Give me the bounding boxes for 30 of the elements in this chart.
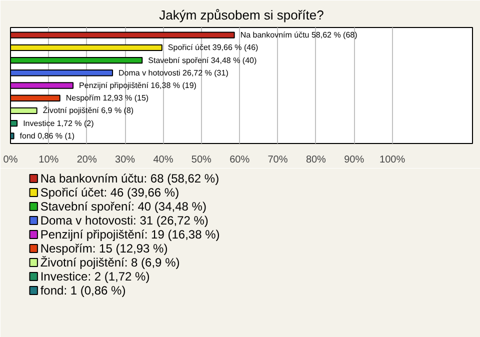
legend-label: Na bankovním účtu: 68 (58,62 %) <box>40 172 220 186</box>
legend-label: Doma v hotovosti: 31 (26,72 %) <box>40 214 208 228</box>
x-tick-label: 20% <box>76 154 97 166</box>
data-label: Na bankovním účtu 58,62 % (68) <box>240 30 358 40</box>
x-tick-label: 90% <box>344 154 364 166</box>
legend-label: Životní pojištění: 8 (6,9 %) <box>40 256 180 270</box>
x-tick-label: 70% <box>268 154 288 166</box>
data-label: Doma v hotovosti 26,72 % (31) <box>118 68 229 78</box>
x-tick-label: 0% <box>3 154 18 166</box>
x-tick-label: 40% <box>153 154 174 166</box>
x-tick-label: 30% <box>115 154 136 166</box>
data-label: Penzijní připojištění 16,38 % (19) <box>79 81 197 90</box>
data-label: Životní pojištění 6,9 % (8) <box>42 106 134 116</box>
x-tick-label: 60% <box>230 154 250 166</box>
legend-label: Penzijní připojištění: 19 (16,38 %) <box>40 228 220 242</box>
legend-label: Investice: 2 (1,72 %) <box>40 270 150 284</box>
data-label: fond 0,86 % (1) <box>20 131 75 140</box>
x-tick-label: 80% <box>306 154 326 166</box>
legend-label: Nespořím: 15 (12,93 %) <box>40 242 168 256</box>
data-label: Stavební spoření 34,48 % (40) <box>148 56 257 65</box>
x-tick-label: 100% <box>380 154 406 166</box>
legend-label: fond: 1 (0,86 %) <box>40 284 126 298</box>
x-tick-label: 10% <box>38 154 59 166</box>
data-label: Nespořím 12,93 % (15) <box>66 94 149 103</box>
legend-label: Stavební spoření: 40 (34,48 %) <box>40 200 206 214</box>
legend-label: Spořicí účet: 46 (39,66 %) <box>40 186 180 200</box>
x-tick-label: 50% <box>191 154 212 166</box>
chart-title: Jakým způsobem si spoříte? <box>159 8 324 22</box>
data-label: Spořicí účet 39,66 % (46) <box>168 43 259 52</box>
data-label: Investice 1,72 % (2) <box>23 118 94 128</box>
